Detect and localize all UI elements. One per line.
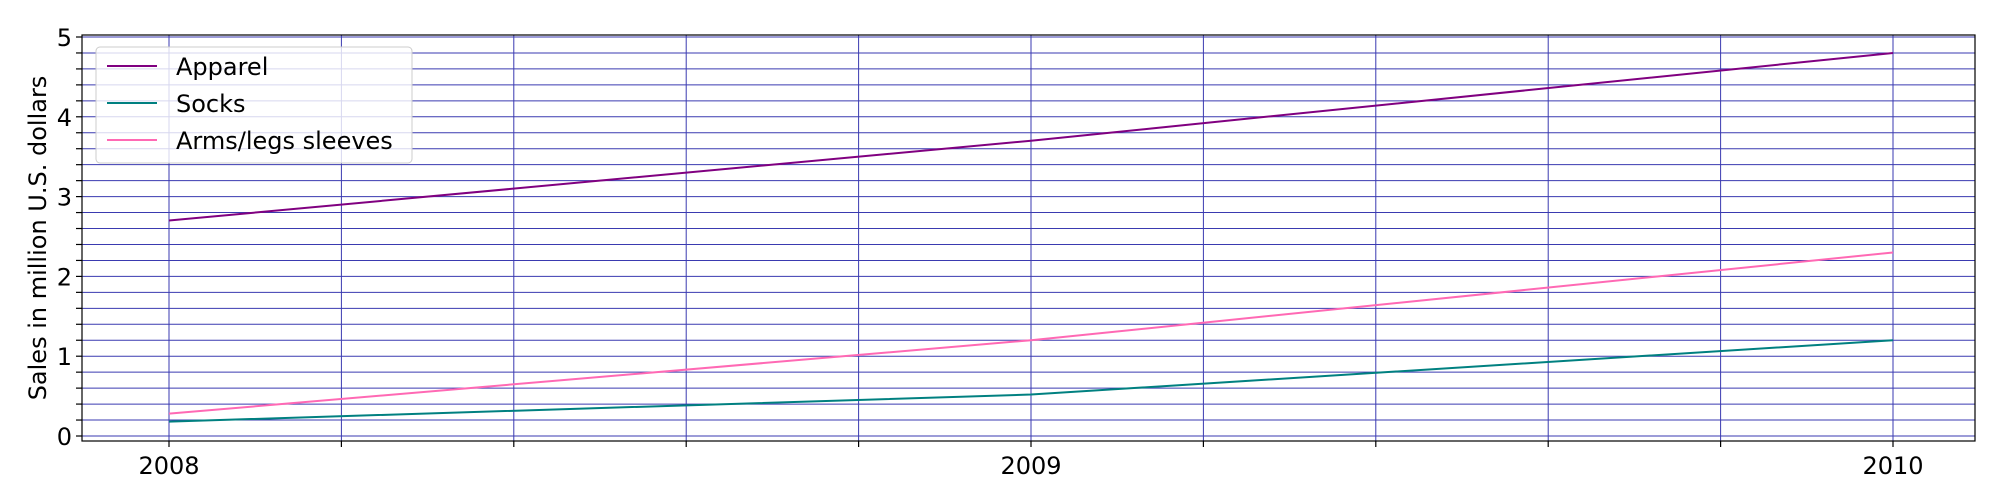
legend-label: Apparel [176,53,268,81]
y-tick-label: 1 [57,343,72,371]
y-axis: 0 1 2 3 4 5 [57,24,82,451]
x-tick-label: 2008 [138,452,199,480]
plot-frame [81,34,1976,442]
x-tick-label: 2010 [1862,452,1923,480]
y-tick-label: 4 [57,104,72,132]
y-tick-label: 0 [57,423,72,451]
legend-box [95,46,413,164]
legend-label: Arms/legs sleeves [176,127,393,155]
series-line [168,251,1894,415]
series-line [168,51,1894,222]
y-tick-label: 5 [57,24,72,52]
y-tick-label: 2 [57,263,72,291]
x-axis: 2008 2009 2010 [138,441,1924,480]
legend: Apparel Socks Arms/legs sleeves [95,46,413,164]
series-line [168,339,1894,423]
y-tick-label: 3 [57,184,72,212]
legend-label: Socks [176,90,246,118]
series-lines [168,51,1894,423]
grid [82,35,1975,441]
y-axis-label: Sales in million U.S. dollars [24,76,52,401]
x-tick-label: 2009 [1000,452,1061,480]
